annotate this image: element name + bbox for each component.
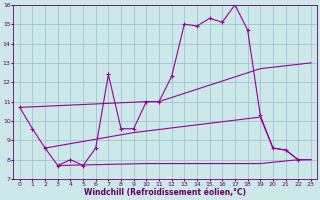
X-axis label: Windchill (Refroidissement éolien,°C): Windchill (Refroidissement éolien,°C) bbox=[84, 188, 246, 197]
